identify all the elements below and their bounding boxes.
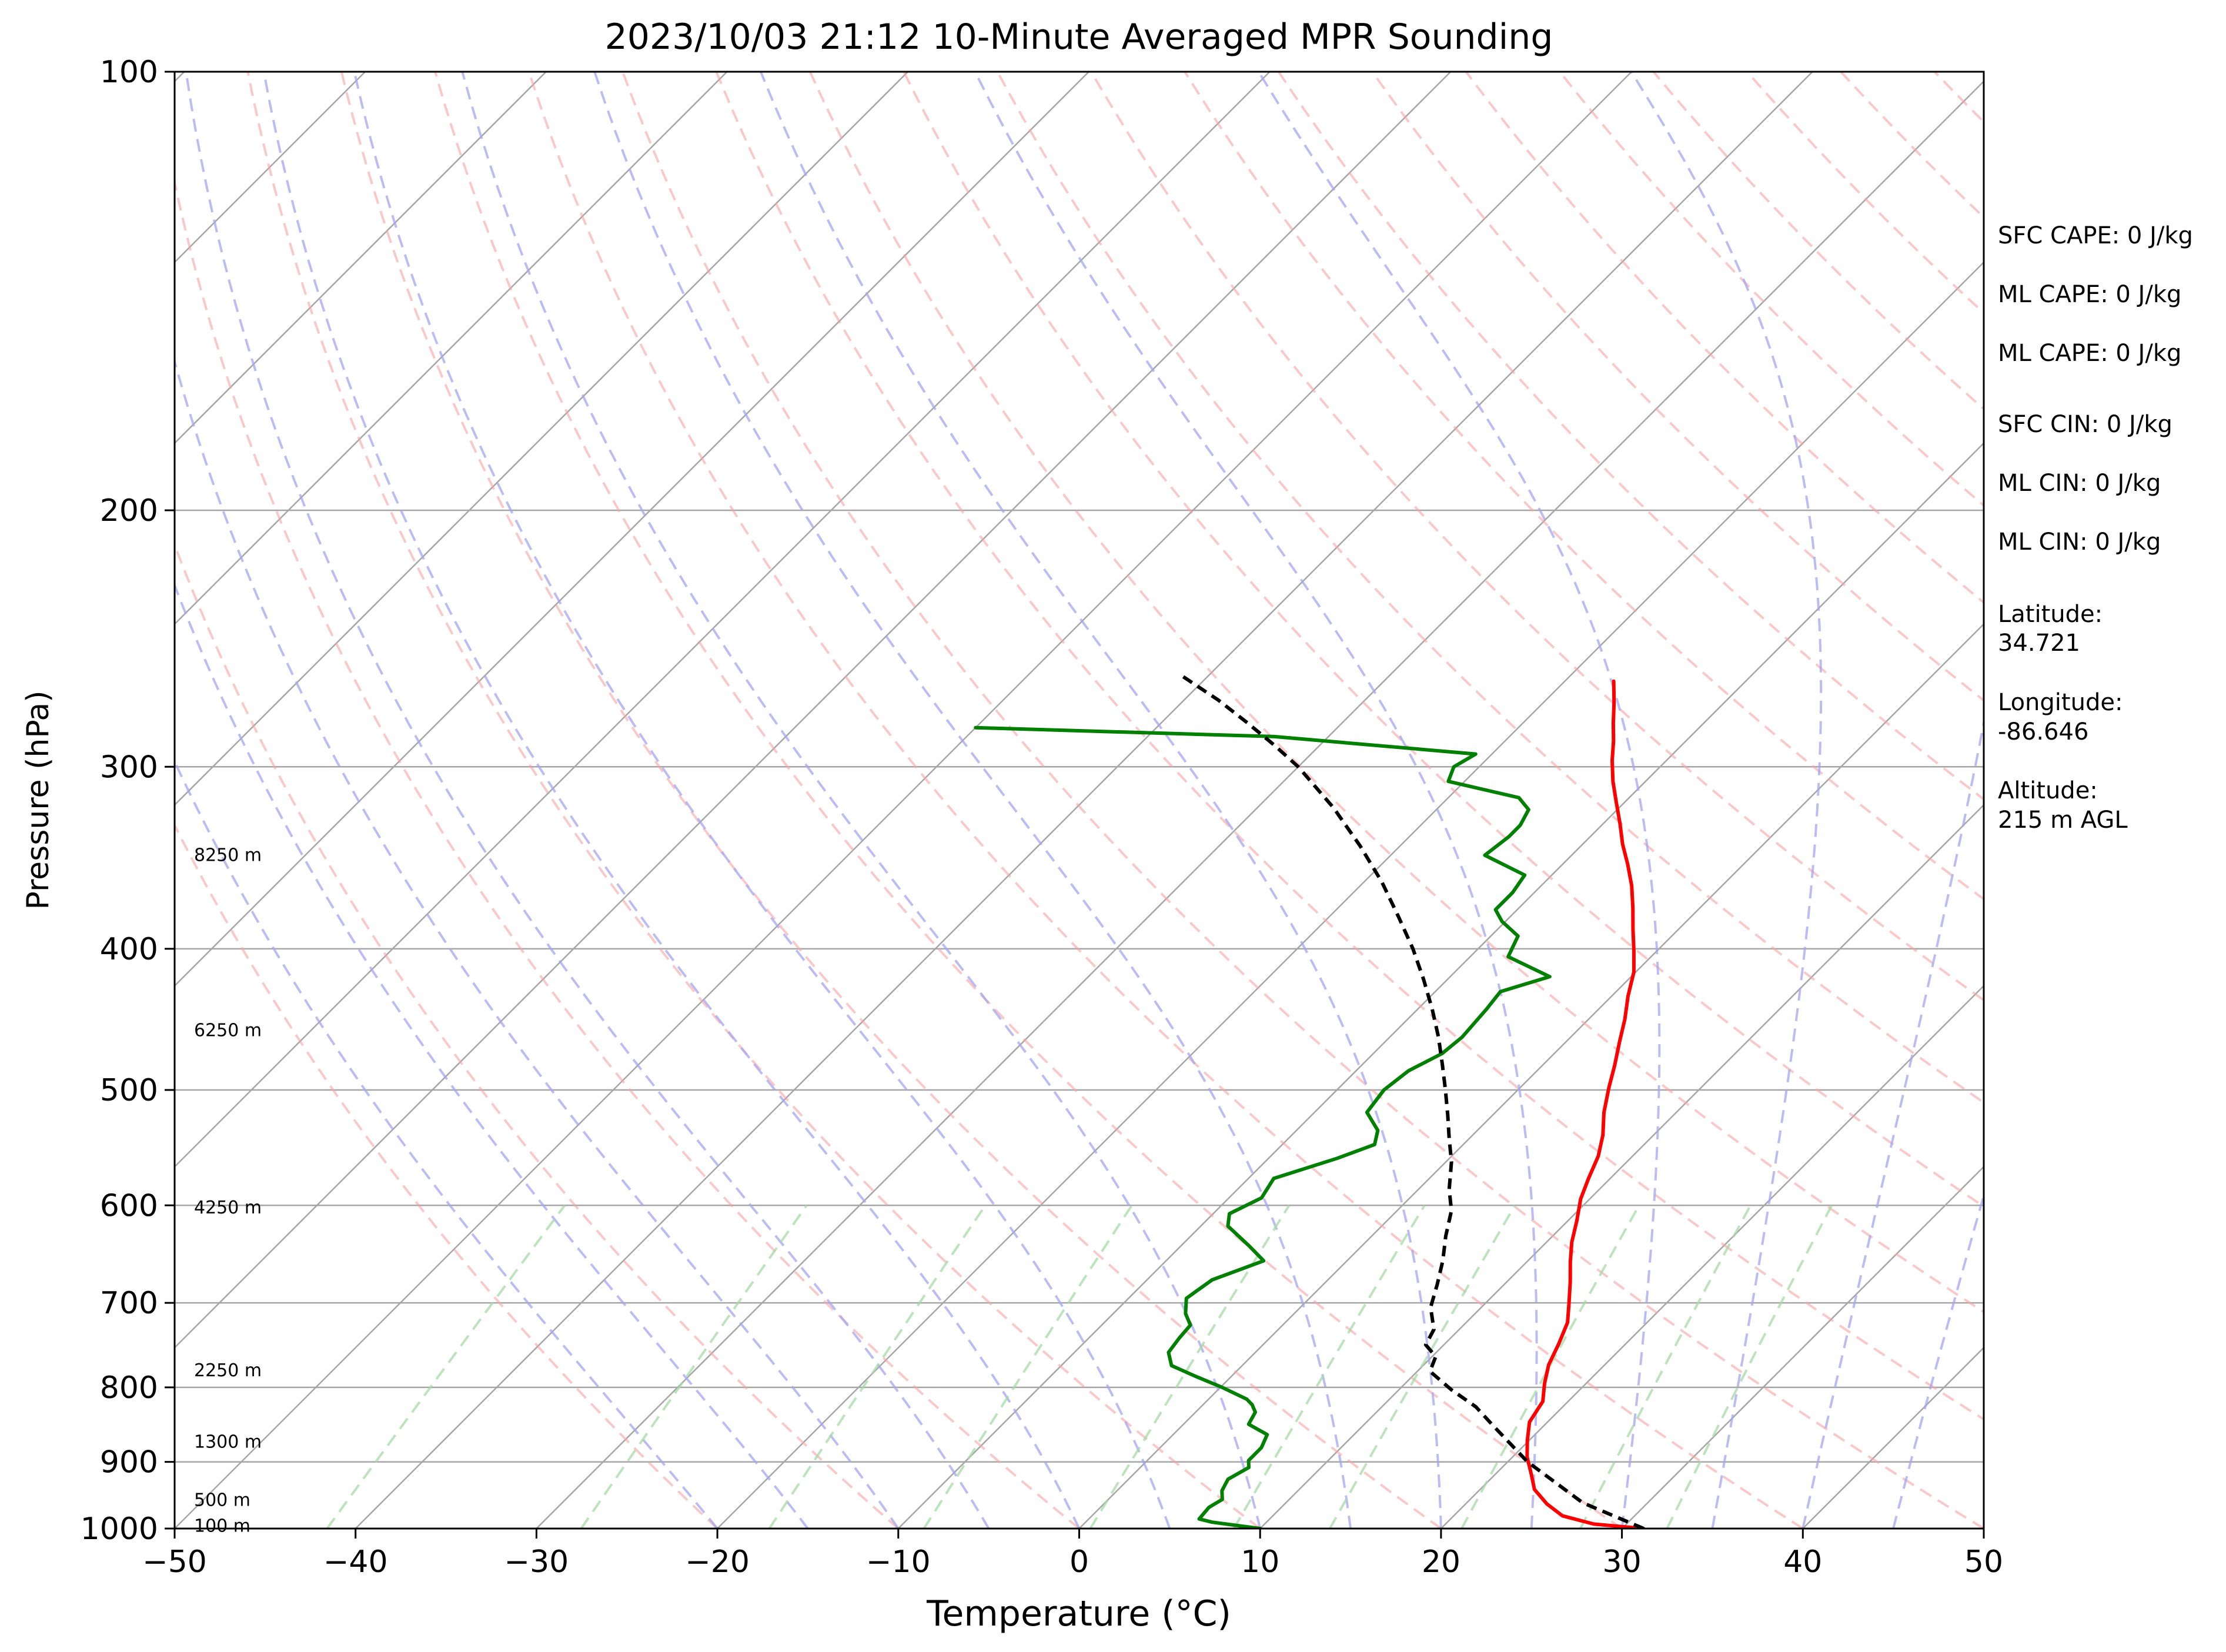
x-tick-label: −30 xyxy=(504,1544,569,1580)
stat-ml-cin: ML CIN: 0 J/kg xyxy=(1998,470,2161,497)
latitude-value: 34.721 xyxy=(1998,630,2080,657)
y-tick-label: 500 xyxy=(100,1073,158,1108)
y-tick-label: 400 xyxy=(100,932,158,967)
y-axis-label: Pressure (hPa) xyxy=(21,691,56,910)
stat-ml-cape: ML CAPE: 0 J/kg xyxy=(1998,281,2181,308)
latitude-label: Latitude: xyxy=(1998,601,2103,628)
x-tick-label: −50 xyxy=(142,1544,207,1580)
height-label: 500 m xyxy=(194,1490,250,1511)
stat-ml-cin-2: ML CIN: 0 J/kg xyxy=(1998,529,2161,556)
height-label: 8250 m xyxy=(194,845,262,866)
longitude-value: -86.646 xyxy=(1998,718,2088,745)
x-axis-label: Temperature (°C) xyxy=(926,1593,1231,1634)
y-tick-label: 100 xyxy=(100,55,158,90)
x-tick-label: 40 xyxy=(1783,1544,1822,1580)
stat-sfc-cin: SFC CIN: 0 J/kg xyxy=(1998,411,2172,438)
stat-sfc-cape: SFC CAPE: 0 J/kg xyxy=(1998,222,2193,249)
altitude-label: Altitude: xyxy=(1998,777,2098,804)
x-tick-label: −10 xyxy=(866,1544,931,1580)
height-label: 4250 m xyxy=(194,1198,262,1218)
x-tick-label: −20 xyxy=(685,1544,750,1580)
x-tick-label: 30 xyxy=(1603,1544,1642,1580)
longitude-label: Longitude: xyxy=(1998,689,2123,716)
x-tick-label: 20 xyxy=(1422,1544,1460,1580)
y-tick-label: 200 xyxy=(100,493,158,529)
y-tick-label: 800 xyxy=(100,1370,158,1406)
height-label: 2250 m xyxy=(194,1360,262,1381)
altitude-value: 215 m AGL xyxy=(1998,807,2128,834)
height-label: 6250 m xyxy=(194,1021,262,1041)
y-tick-label: 300 xyxy=(100,750,158,785)
y-tick-label: 600 xyxy=(100,1188,158,1223)
y-tick-label: 900 xyxy=(100,1445,158,1480)
x-tick-label: 10 xyxy=(1241,1544,1279,1580)
stat-ml-cape-2: ML CAPE: 0 J/kg xyxy=(1998,340,2181,367)
chart-title: 2023/10/03 21:12 10-Minute Averaged MPR … xyxy=(605,16,1553,58)
x-tick-label: 0 xyxy=(1069,1544,1089,1580)
y-tick-label: 700 xyxy=(100,1286,158,1321)
x-tick-label: 50 xyxy=(1964,1544,2003,1580)
x-tick-label: −40 xyxy=(323,1544,388,1580)
height-label: 1300 m xyxy=(194,1432,262,1453)
y-tick-label: 1000 xyxy=(81,1511,158,1547)
height-label: 100 m xyxy=(194,1516,250,1537)
